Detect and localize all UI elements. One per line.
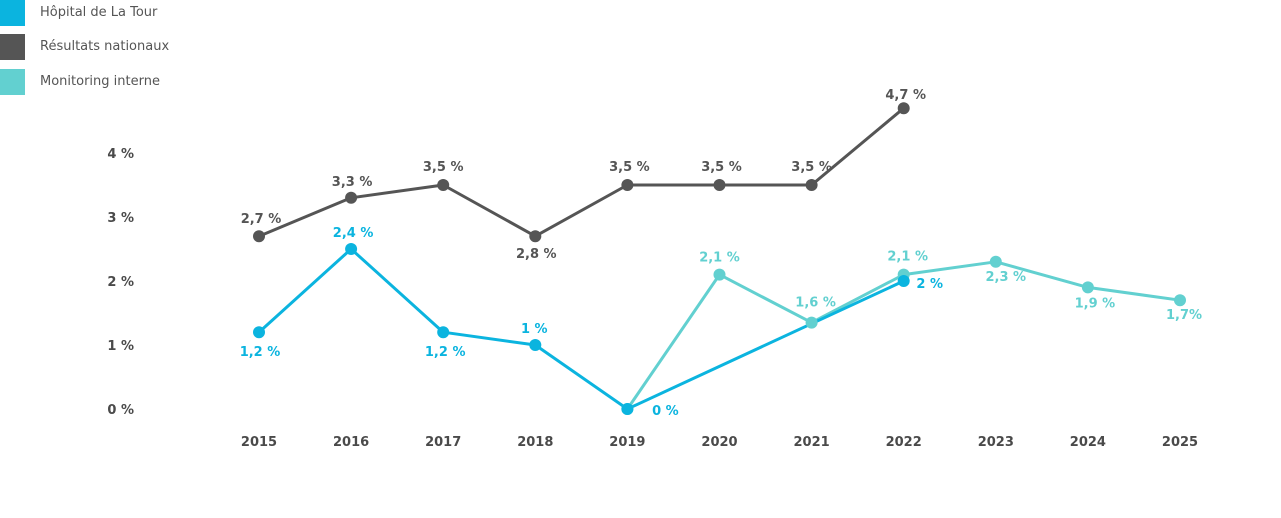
data-label-r-sultats-nationaux: 4,7 % (885, 88, 926, 103)
data-label-monitoring-interne: 1,6 % (795, 296, 836, 311)
data-point-h-pital-de-la-tour (345, 243, 358, 255)
legend-label-hopital: Hôpital de La Tour (40, 5, 158, 20)
x-tick-label: 2023 (978, 435, 1014, 450)
data-point-monitoring-interne (1174, 294, 1186, 307)
data-point-h-pital-de-la-tour (621, 403, 634, 415)
data-label-r-sultats-nationaux: 2,7 % (241, 212, 282, 227)
data-label-h-pital-de-la-tour: 1,2 % (425, 345, 466, 360)
data-point-monitoring-interne (805, 316, 818, 329)
x-tick-label: 2020 (701, 435, 737, 450)
data-point-r-sultats-nationaux (713, 179, 726, 191)
x-tick-label: 2024 (1070, 435, 1106, 450)
data-label-monitoring-interne: 2,3 % (986, 270, 1027, 285)
y-tick-label: 0 % (107, 403, 134, 418)
x-tick-label: 2025 (1162, 435, 1198, 450)
x-tick-label: 2017 (425, 435, 461, 450)
data-label-h-pital-de-la-tour: 0 % (652, 404, 679, 419)
x-tick-label: 2016 (333, 435, 369, 450)
x-tick-label: 2015 (241, 435, 277, 450)
data-point-r-sultats-nationaux (253, 230, 265, 243)
legend-item-hopital: Hôpital de La Tour (0, 0, 260, 26)
y-tick-label: 2 % (107, 275, 134, 290)
legend-swatch-hopital (0, 0, 25, 26)
legend-label-national: Résultats nationaux (40, 39, 170, 54)
legend-swatch-national (0, 34, 25, 60)
data-point-r-sultats-nationaux (345, 191, 358, 204)
series-line-r-sultats-nationaux (258, 107, 905, 238)
data-label-h-pital-de-la-tour: 2 % (916, 277, 943, 292)
data-label-h-pital-de-la-tour: 1 % (521, 322, 548, 337)
data-label-monitoring-interne: 1,9 % (1075, 296, 1116, 311)
data-point-r-sultats-nationaux (437, 179, 450, 191)
data-point-r-sultats-nationaux (621, 179, 634, 191)
data-label-monitoring-interne: 1,7% (1166, 308, 1202, 323)
data-point-h-pital-de-la-tour (437, 326, 450, 339)
x-tick-label: 2021 (794, 435, 830, 450)
legend-label-monitoring: Monitoring interne (40, 74, 160, 89)
data-point-monitoring-interne (1081, 281, 1094, 294)
legend-item-monitoring: Monitoring interne (0, 69, 260, 95)
data-label-monitoring-interne: 2,1 % (887, 250, 928, 265)
y-tick-label: 1 % (107, 339, 134, 354)
data-label-r-sultats-nationaux: 3,5 % (609, 160, 650, 175)
series-line-h-pital-de-la-tour (257, 247, 905, 411)
x-tick-label: 2018 (517, 435, 553, 450)
data-label-h-pital-de-la-tour: 2,4 % (333, 226, 374, 241)
data-point-h-pital-de-la-tour (253, 326, 265, 339)
data-label-r-sultats-nationaux: 3,5 % (791, 160, 832, 175)
data-label-r-sultats-nationaux: 2,8 % (516, 247, 557, 262)
x-tick-label: 2022 (886, 435, 922, 450)
y-tick-label: 3 % (107, 211, 134, 226)
data-label-h-pital-de-la-tour: 1,2 % (240, 345, 281, 360)
data-label-r-sultats-nationaux: 3,3 % (332, 175, 373, 190)
data-label-r-sultats-nationaux: 3,5 % (701, 160, 742, 175)
data-label-r-sultats-nationaux: 3,5 % (423, 160, 464, 175)
data-point-r-sultats-nationaux (897, 102, 910, 115)
data-point-h-pital-de-la-tour (529, 339, 542, 351)
data-label-monitoring-interne: 2,1 % (699, 251, 740, 266)
legend-item-national: Résultats nationaux (0, 34, 260, 60)
data-point-h-pital-de-la-tour (897, 275, 910, 287)
data-point-monitoring-interne (713, 268, 726, 281)
data-point-r-sultats-nationaux (529, 230, 542, 243)
x-tick-label: 2019 (609, 435, 645, 450)
data-point-r-sultats-nationaux (805, 179, 818, 191)
legend-swatch-monitoring (0, 69, 25, 95)
y-tick-label: 4 % (107, 147, 134, 162)
data-point-monitoring-interne (989, 255, 1002, 268)
